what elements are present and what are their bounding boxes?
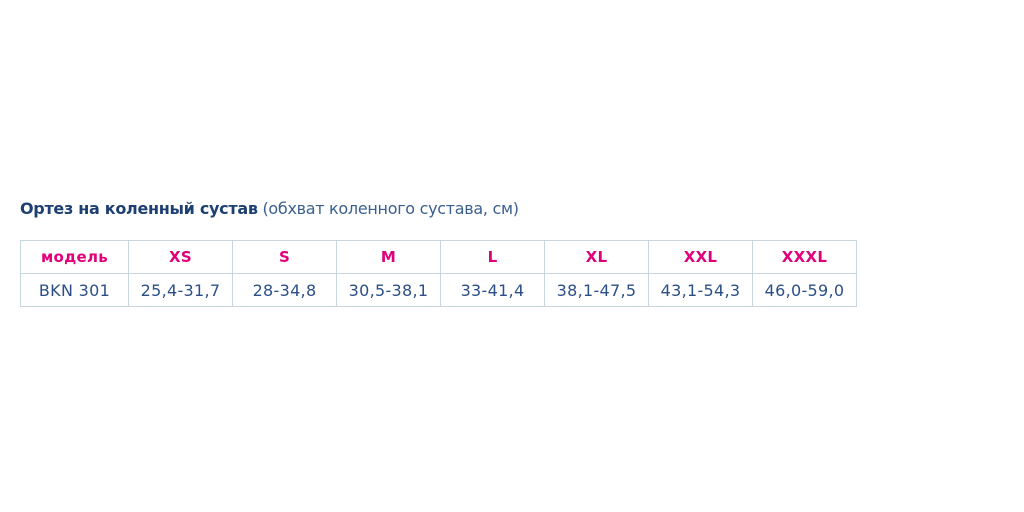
header-cell: XXXL xyxy=(752,240,857,274)
table-cell: 33-41,4 xyxy=(440,273,545,307)
header-cell: XXL xyxy=(648,240,753,274)
header-cell: XL xyxy=(544,240,649,274)
table-cell: 28-34,8 xyxy=(232,273,337,307)
title-subtitle: (обхват коленного сустава, см) xyxy=(262,199,519,218)
header-cell: L xyxy=(440,240,545,274)
table-cell: 30,5-38,1 xyxy=(336,273,441,307)
header-cell: M xyxy=(336,240,441,274)
title-main: Ортез на коленный сустав xyxy=(20,199,258,218)
header-cell: модель xyxy=(20,240,129,274)
table-cell: 46,0-59,0 xyxy=(752,273,857,307)
table-cell: BKN 301 xyxy=(20,273,129,307)
table-header-row: модель XS S M L XL XXL XXXL xyxy=(20,240,857,274)
size-table: модель XS S M L XL XXL XXXL BKN 301 25,4… xyxy=(20,240,857,307)
table-cell: 25,4-31,7 xyxy=(128,273,233,307)
header-cell: S xyxy=(232,240,337,274)
table-cell: 38,1-47,5 xyxy=(544,273,649,307)
table-cell: 43,1-54,3 xyxy=(648,273,753,307)
table-row: BKN 301 25,4-31,7 28-34,8 30,5-38,1 33-4… xyxy=(20,273,857,307)
page-title: Ортез на коленный сустав (обхват коленно… xyxy=(20,199,519,218)
header-cell: XS xyxy=(128,240,233,274)
